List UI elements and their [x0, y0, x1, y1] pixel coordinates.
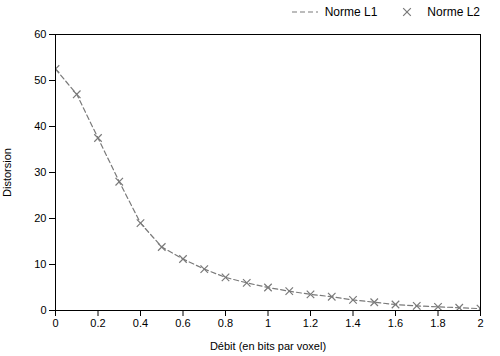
svg-text:1.2: 1.2 — [303, 317, 318, 329]
svg-text:20: 20 — [34, 212, 46, 224]
svg-text:1: 1 — [265, 317, 271, 329]
html-text:Norme L1: Norme L1 — [324, 5, 378, 19]
svg-text:Distorsion: Distorsion — [1, 148, 13, 197]
svg-text:0.6: 0.6 — [175, 317, 190, 329]
svg-text:Débit (en bits par voxel): Débit (en bits par voxel) — [210, 340, 326, 352]
svg-text:40: 40 — [34, 120, 46, 132]
svg-text:0.8: 0.8 — [218, 317, 233, 329]
svg-text:2: 2 — [477, 317, 483, 329]
svg-text:10: 10 — [34, 258, 46, 270]
svg-text:60: 60 — [34, 28, 46, 40]
svg-text:0: 0 — [40, 304, 46, 316]
svg-text:1.6: 1.6 — [388, 317, 403, 329]
html-text:Norme L2: Norme L2 — [427, 5, 480, 19]
svg-text:1.4: 1.4 — [345, 317, 360, 329]
svg-text:50: 50 — [34, 74, 46, 86]
svg-text:1.8: 1.8 — [430, 317, 445, 329]
svg-text:0.4: 0.4 — [133, 317, 148, 329]
svg-text:0.2: 0.2 — [90, 317, 105, 329]
svg-text:30: 30 — [34, 166, 46, 178]
svg-text:0: 0 — [52, 317, 58, 329]
